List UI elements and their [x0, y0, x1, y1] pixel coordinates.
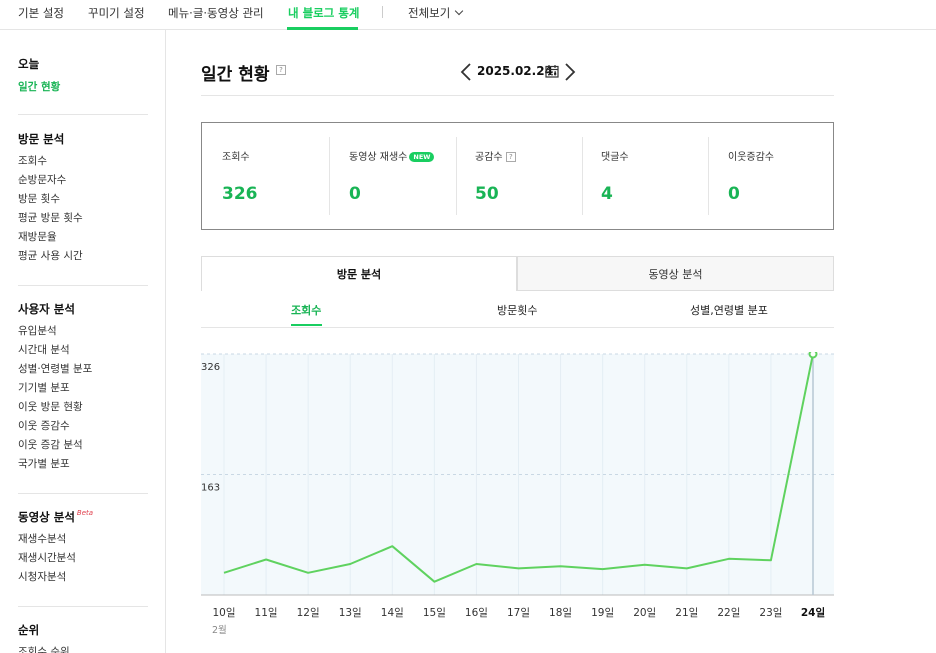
sidebar-heading-user-analysis: 사용자 분석 — [18, 302, 75, 316]
daily-summary-box: 조회수 326 동영상 재생수 NEW 0 공감수 ? 50 댓글수 4 이웃증감… — [201, 122, 834, 230]
chevron-right-icon[interactable] — [563, 62, 577, 82]
help-icon[interactable]: ? — [276, 65, 286, 75]
sidebar-divider — [18, 285, 148, 286]
sidebar-item-gender-age[interactable]: 성별·연령별 분포 — [18, 363, 93, 375]
stat-label: 동영상 재생수 NEW — [349, 148, 435, 163]
series-line — [223, 353, 814, 583]
sidebar-item-visit-count[interactable]: 방문 횟수 — [18, 193, 60, 205]
sidebar-item-neighbor-visits[interactable]: 이웃 방문 현황 — [18, 401, 83, 413]
x-tick-label: 16일 — [465, 606, 488, 619]
x-tick-label: 24일 — [801, 606, 825, 619]
x-tick-label: 17일 — [507, 606, 530, 619]
data-point-marker — [808, 352, 818, 359]
x-tick-label: 21일 — [675, 606, 698, 619]
subtab-views[interactable]: 조회수 — [291, 304, 322, 317]
x-tick-label: 20일 — [633, 606, 656, 619]
x-tick-label: 10일 — [212, 606, 235, 619]
sidebar-divider — [18, 114, 148, 115]
x-month-label: 2월 — [212, 624, 227, 636]
analysis-tabs: 방문 분석 동영상 분석 — [201, 256, 834, 291]
x-tick-label: 11일 — [255, 606, 278, 619]
stat-label-text: 동영상 재생수 — [349, 152, 408, 163]
nav-view-all-label: 전체보기 — [408, 6, 451, 20]
sidebar-item-viewers[interactable]: 시청자분석 — [18, 571, 67, 583]
sidebar-item-avg-time[interactable]: 평균 사용 시간 — [18, 250, 83, 262]
nav-view-all[interactable]: 전체보기 — [408, 5, 464, 21]
sidebar-divider — [18, 606, 148, 607]
stat-label: 댓글수 — [601, 152, 629, 163]
stat-value: 50 — [475, 184, 499, 204]
stat-label: 공감수 ? — [475, 148, 516, 163]
stat-divider — [329, 137, 330, 215]
sidebar-item-inflow[interactable]: 유입분석 — [18, 325, 57, 337]
calendar-icon[interactable] — [545, 64, 559, 78]
sidebar-item-time-analysis[interactable]: 시간대 분석 — [18, 344, 70, 356]
x-tick-label: 23일 — [759, 606, 782, 619]
page-title: 일간 현황 — [201, 65, 270, 85]
sidebar-heading-today: 오늘 — [18, 57, 40, 71]
sidebar-item-avg-visits[interactable]: 평균 방문 횟수 — [18, 212, 83, 224]
sidebar-item-daily-status[interactable]: 일간 현황 — [18, 81, 61, 93]
nav-basic-settings[interactable]: 기본 설정 — [18, 6, 64, 20]
sidebar-item-neighbor-change-analysis[interactable]: 이웃 증감 분석 — [18, 439, 83, 451]
sidebar-item-unique-visitors[interactable]: 순방문자수 — [18, 174, 67, 186]
stat-value: 326 — [222, 184, 258, 204]
nav-blog-stats[interactable]: 내 블로그 통계 — [288, 6, 360, 20]
x-tick-label: 22일 — [717, 606, 740, 619]
chevron-down-icon — [455, 6, 464, 16]
sidebar-item-revisit-rate[interactable]: 재방문율 — [18, 231, 57, 243]
current-date: 2025.02.24. — [477, 64, 558, 78]
tab-visit-analysis[interactable]: 방문 분석 — [201, 256, 517, 291]
sidebar-item-views[interactable]: 조회수 — [18, 155, 47, 167]
nav-design-settings[interactable]: 꾸미기 설정 — [88, 6, 145, 20]
stat-label-text: 공감수 — [475, 152, 503, 163]
sidebar-heading-video-analysis: 동영상 분석 Beta — [18, 509, 93, 525]
subtab-divider — [201, 327, 834, 328]
views-line-chart: 163 326 10일 11일 12일 13일 14일 15일 16일 17일 18일 19일 20일 2… — [201, 352, 834, 636]
x-tick-label: 12일 — [297, 606, 320, 619]
stat-label: 이웃증감수 — [728, 152, 774, 163]
sidebar-item-view-ranking[interactable]: 조회수 순위 — [18, 646, 70, 653]
sidebar-item-neighbor-change[interactable]: 이웃 증감수 — [18, 420, 70, 432]
top-navigation: 기본 설정 꾸미기 설정 메뉴·글·동영상 관리 내 블로그 통계 전체보기 — [0, 0, 936, 30]
stat-label: 조회수 — [222, 152, 250, 163]
stat-divider — [708, 137, 709, 215]
x-tick-label: 13일 — [339, 606, 362, 619]
subtab-gender-age[interactable]: 성별,연령별 분포 — [690, 304, 768, 317]
sidebar-heading-visit-analysis: 방문 분석 — [18, 132, 65, 146]
help-icon[interactable]: ? — [505, 152, 516, 162]
sidebar-heading-ranking: 순위 — [18, 623, 40, 637]
stat-divider — [456, 137, 457, 215]
nav-active-underline — [287, 27, 358, 30]
nav-content-management[interactable]: 메뉴·글·동영상 관리 — [168, 6, 264, 20]
x-tick-label: 19일 — [591, 606, 614, 619]
sidebar-heading-video-label: 동영상 분석 — [18, 510, 75, 524]
sidebar-item-country[interactable]: 국가별 분포 — [18, 458, 70, 470]
x-tick-label: 14일 — [381, 606, 404, 619]
new-badge: NEW — [409, 152, 435, 162]
subtab-visit-count[interactable]: 방문횟수 — [497, 304, 538, 317]
subtab-active-underline — [291, 324, 322, 326]
x-tick-label: 15일 — [423, 606, 446, 619]
sidebar-divider — [18, 493, 148, 494]
stat-value: 0 — [728, 184, 740, 204]
stat-divider — [582, 137, 583, 215]
x-tick-label: 18일 — [549, 606, 572, 619]
y-tick-label: 163 — [201, 483, 220, 494]
y-tick-label: 326 — [201, 362, 220, 373]
sidebar-item-play-time[interactable]: 재생시간분석 — [18, 552, 76, 564]
sidebar: 오늘 일간 현황 방문 분석 조회수 순방문자수 방문 횟수 평균 방문 횟수 … — [0, 30, 166, 653]
sidebar-item-device[interactable]: 기기별 분포 — [18, 382, 70, 394]
nav-divider — [382, 6, 383, 18]
sidebar-item-play-count[interactable]: 재생수분석 — [18, 533, 67, 545]
stat-value: 4 — [601, 184, 613, 204]
title-divider — [201, 95, 834, 96]
chevron-left-icon[interactable] — [459, 62, 473, 82]
tab-video-analysis[interactable]: 동영상 분석 — [517, 256, 834, 291]
stat-value: 0 — [349, 184, 361, 204]
beta-badge: Beta — [76, 509, 94, 517]
